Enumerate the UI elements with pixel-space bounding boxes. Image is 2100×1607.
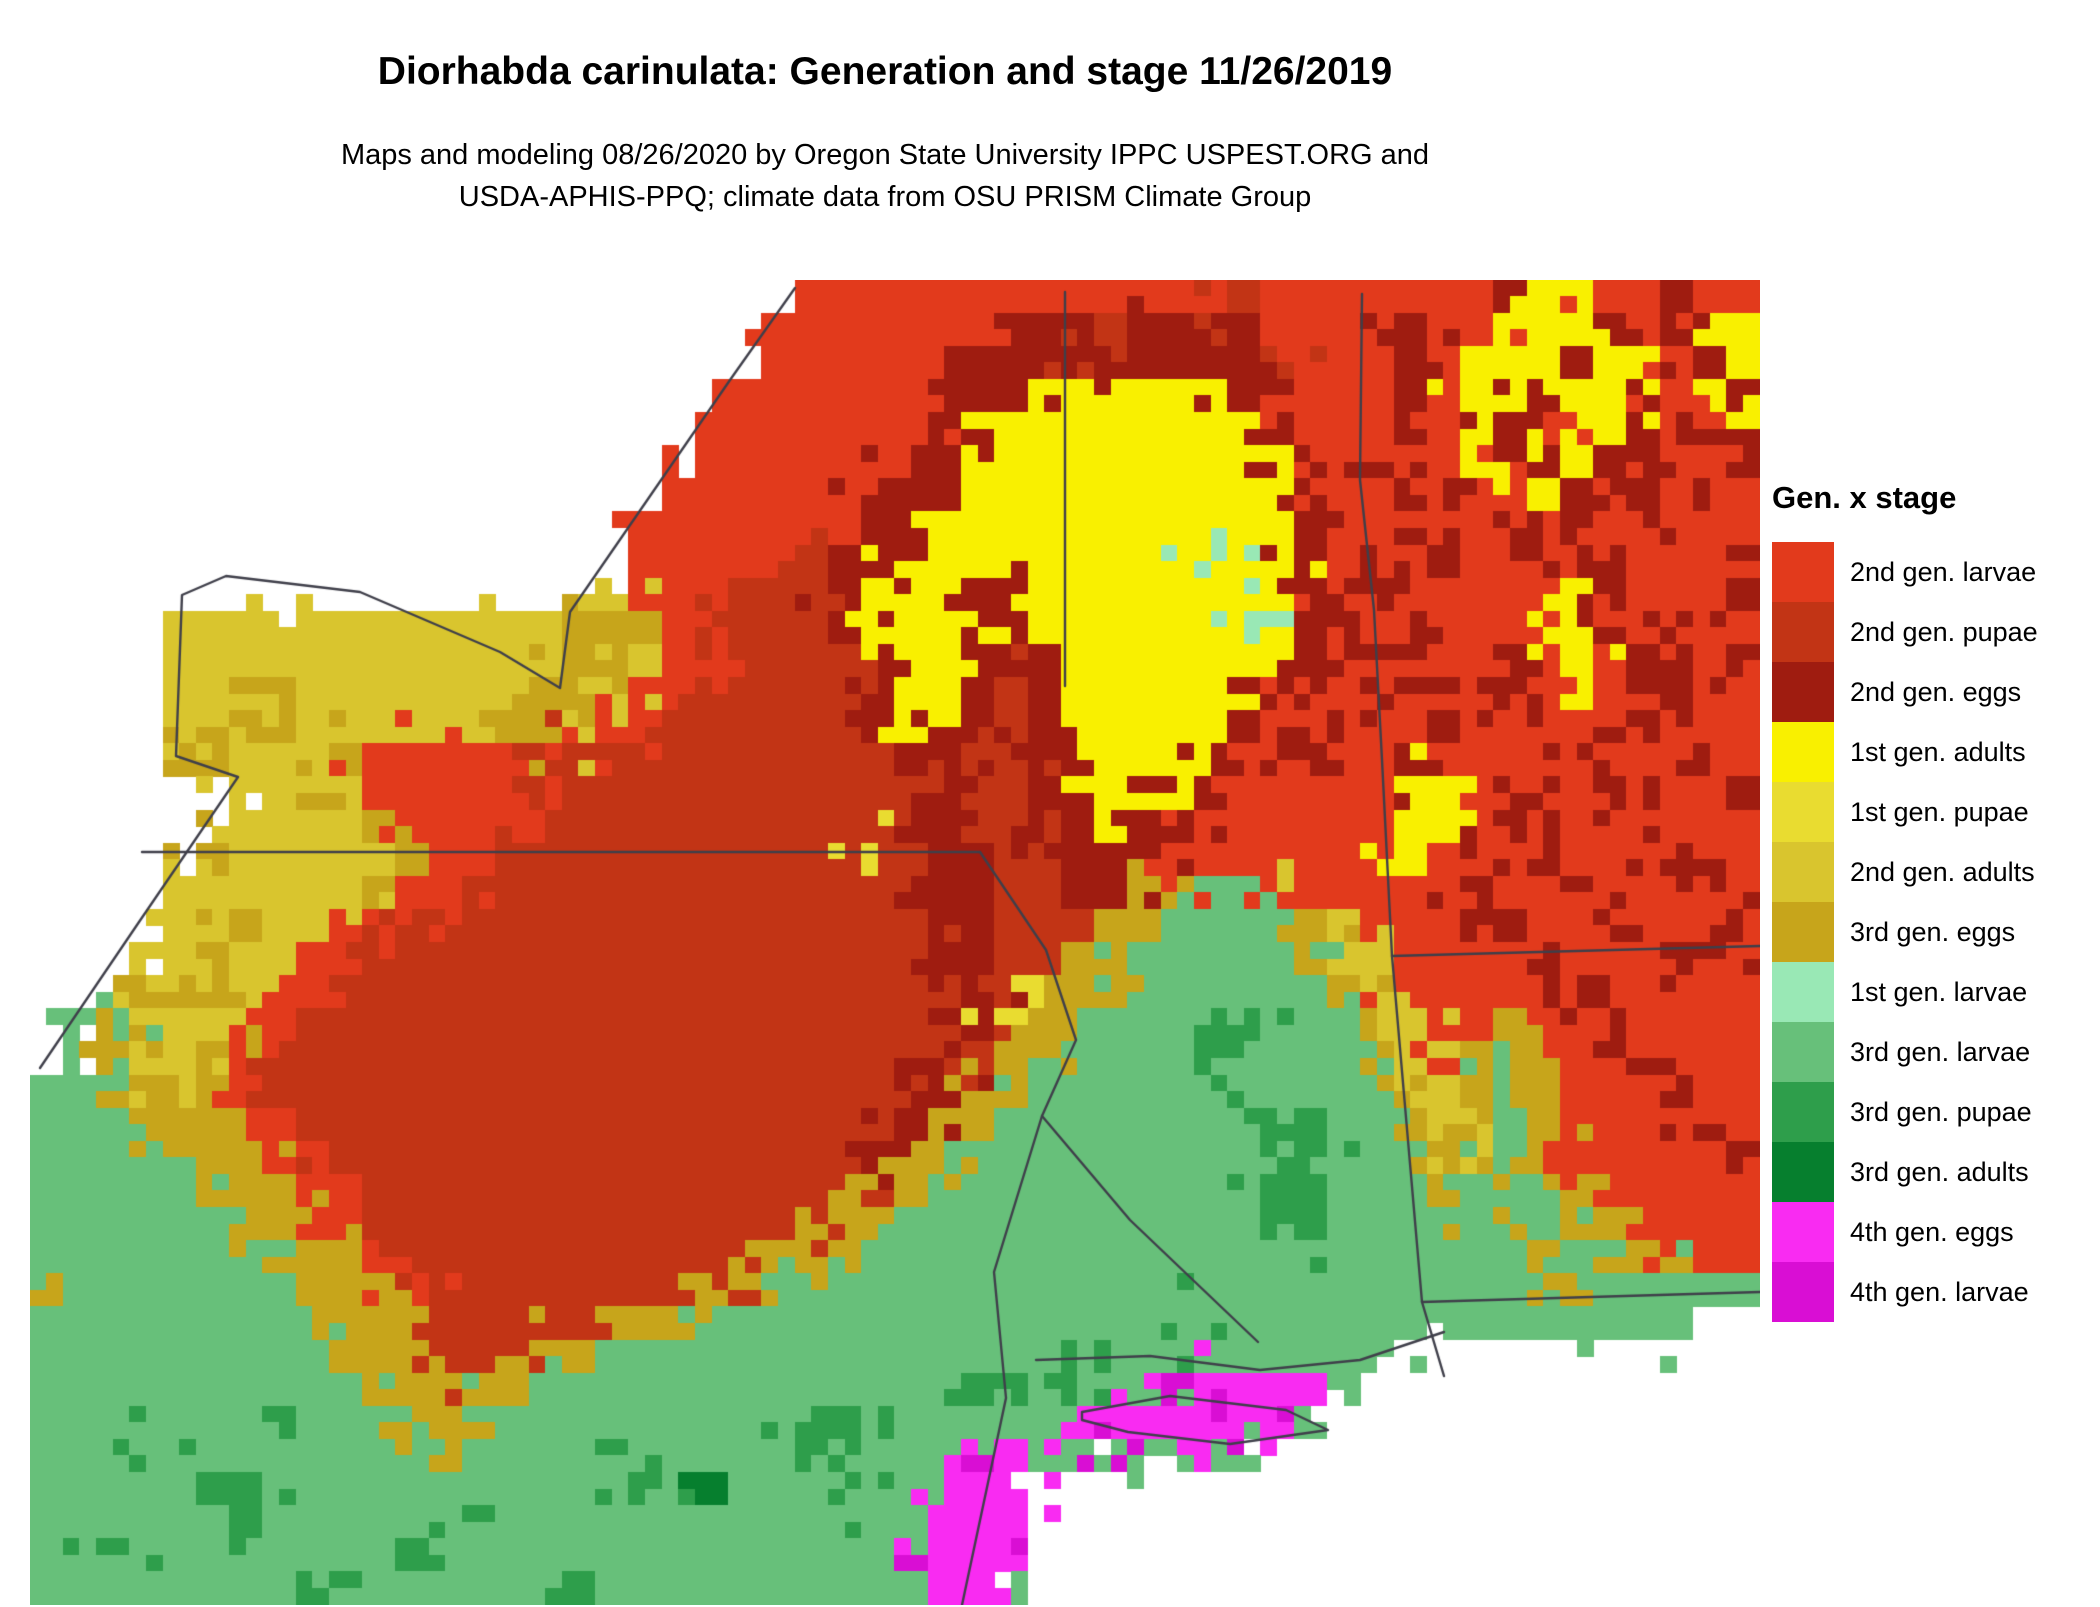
subtitle: Maps and modeling 08/26/2020 by Oregon S… bbox=[0, 134, 1770, 218]
phenology-raster-map bbox=[30, 280, 1760, 1605]
legend-swatch bbox=[1772, 842, 1834, 902]
legend-item: 3rd gen. larvae bbox=[1772, 1022, 2098, 1082]
legend-item: 2nd gen. eggs bbox=[1772, 662, 2098, 722]
legend-item: 4th gen. eggs bbox=[1772, 1202, 2098, 1262]
legend-item-label: 2nd gen. eggs bbox=[1850, 676, 2022, 707]
legend-swatch bbox=[1772, 902, 1834, 962]
legend-item-label: 1st gen. larvae bbox=[1850, 976, 2028, 1007]
legend-swatch bbox=[1772, 1262, 1834, 1322]
legend-swatch bbox=[1772, 1142, 1834, 1202]
legend-swatch bbox=[1772, 722, 1834, 782]
legend-item: 2nd gen. pupae bbox=[1772, 602, 2098, 662]
legend-item-label: 2nd gen. larvae bbox=[1850, 556, 2037, 587]
legend-swatch bbox=[1772, 962, 1834, 1022]
legend-item-label: 1st gen. pupae bbox=[1850, 796, 2029, 827]
legend-swatch bbox=[1772, 1202, 1834, 1262]
legend-swatch bbox=[1772, 662, 1834, 722]
subtitle-line-2: USDA-APHIS-PPQ; climate data from OSU PR… bbox=[458, 181, 1312, 214]
legend-swatch bbox=[1772, 602, 1834, 662]
legend-item: 4th gen. larvae bbox=[1772, 1262, 2098, 1322]
legend-item-label: 3rd gen. adults bbox=[1850, 1156, 2029, 1187]
legend: Gen. x stage 2nd gen. larvae 2nd gen. pup… bbox=[1772, 480, 2098, 1322]
page-title: Diorhabda carinulata: Generation and sta… bbox=[377, 50, 1393, 93]
legend-item: 2nd gen. larvae bbox=[1772, 542, 2098, 602]
subtitle-line-1: Maps and modeling 08/26/2020 by Oregon S… bbox=[340, 139, 1430, 171]
legend-item-label: 4th gen. larvae bbox=[1850, 1276, 2029, 1307]
legend-items: 2nd gen. larvae 2nd gen. pupae 2nd gen. eg… bbox=[1772, 542, 2098, 1322]
legend-item-label: 1st gen. adults bbox=[1850, 736, 2026, 767]
legend-swatch bbox=[1772, 782, 1834, 842]
legend-swatch bbox=[1772, 1022, 1834, 1082]
legend-item: 3rd gen. eggs bbox=[1772, 902, 2098, 962]
legend-item: 3rd gen. adults bbox=[1772, 1142, 2098, 1202]
legend-item: 1st gen. larvae bbox=[1772, 962, 2098, 1022]
legend-item-label: 3rd gen. larvae bbox=[1850, 1036, 2031, 1067]
legend-item: 1st gen. adults bbox=[1772, 722, 2098, 782]
legend-swatch bbox=[1772, 542, 1834, 602]
legend-item: 1st gen. pupae bbox=[1772, 782, 2098, 842]
legend-swatch bbox=[1772, 1082, 1834, 1142]
legend-item-label: 2nd gen. pupae bbox=[1850, 616, 2038, 647]
legend-item-label: 3rd gen. pupae bbox=[1850, 1096, 2032, 1127]
legend-item-label: 2nd gen. adults bbox=[1850, 856, 2035, 887]
legend-item-label: 4th gen. eggs bbox=[1850, 1216, 2014, 1247]
legend-item: 2nd gen. adults bbox=[1772, 842, 2098, 902]
legend-item: 3rd gen. pupae bbox=[1772, 1082, 2098, 1142]
legend-title: Gen. x stage bbox=[1772, 480, 1957, 515]
legend-item-label: 3rd gen. eggs bbox=[1850, 916, 2016, 947]
